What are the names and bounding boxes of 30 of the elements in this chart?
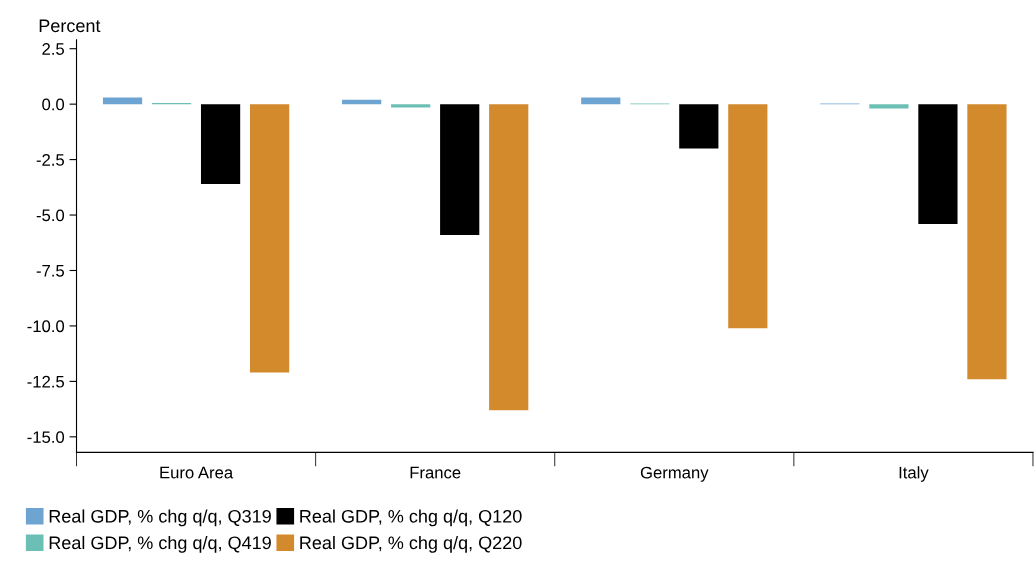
bar [679,104,719,149]
y-axis-title: Percent [39,19,101,33]
x-tick-label: France [410,466,461,479]
bar [391,104,431,108]
bar [489,104,529,411]
legend-label: Real GDP, % chg q/q, Q120 [300,509,522,527]
bar [102,97,143,105]
bar [967,104,1007,380]
y-tick-label: 2.5 [42,43,65,55]
x-tick-label: Germany [640,466,709,482]
y-tick-label: -5.0 [36,209,65,222]
y-tick-label: -15.0 [27,431,65,444]
bar [728,104,768,329]
y-tick-label: -7.5 [36,265,65,277]
y-tick-label: 0.0 [42,98,65,111]
bar [200,104,241,184]
x-tick-label: Euro Area [160,466,234,479]
bar [918,104,958,224]
y-tick-label: -12.5 [27,375,65,388]
legend-label: Real GDP, % chg q/q, Q220 [300,535,522,553]
legend-label: Real GDP, % chg q/q, Q319 [49,509,271,527]
x-tick-label: Italy [899,466,929,482]
bar [581,97,621,105]
legend-label: Real GDP, % chg q/q, Q419 [49,535,271,553]
bar [869,104,909,109]
y-tick-label: -10.0 [27,320,65,333]
bar [440,104,480,235]
y-tick-label: -2.5 [36,154,65,166]
bar [342,99,382,105]
bar [249,104,290,373]
